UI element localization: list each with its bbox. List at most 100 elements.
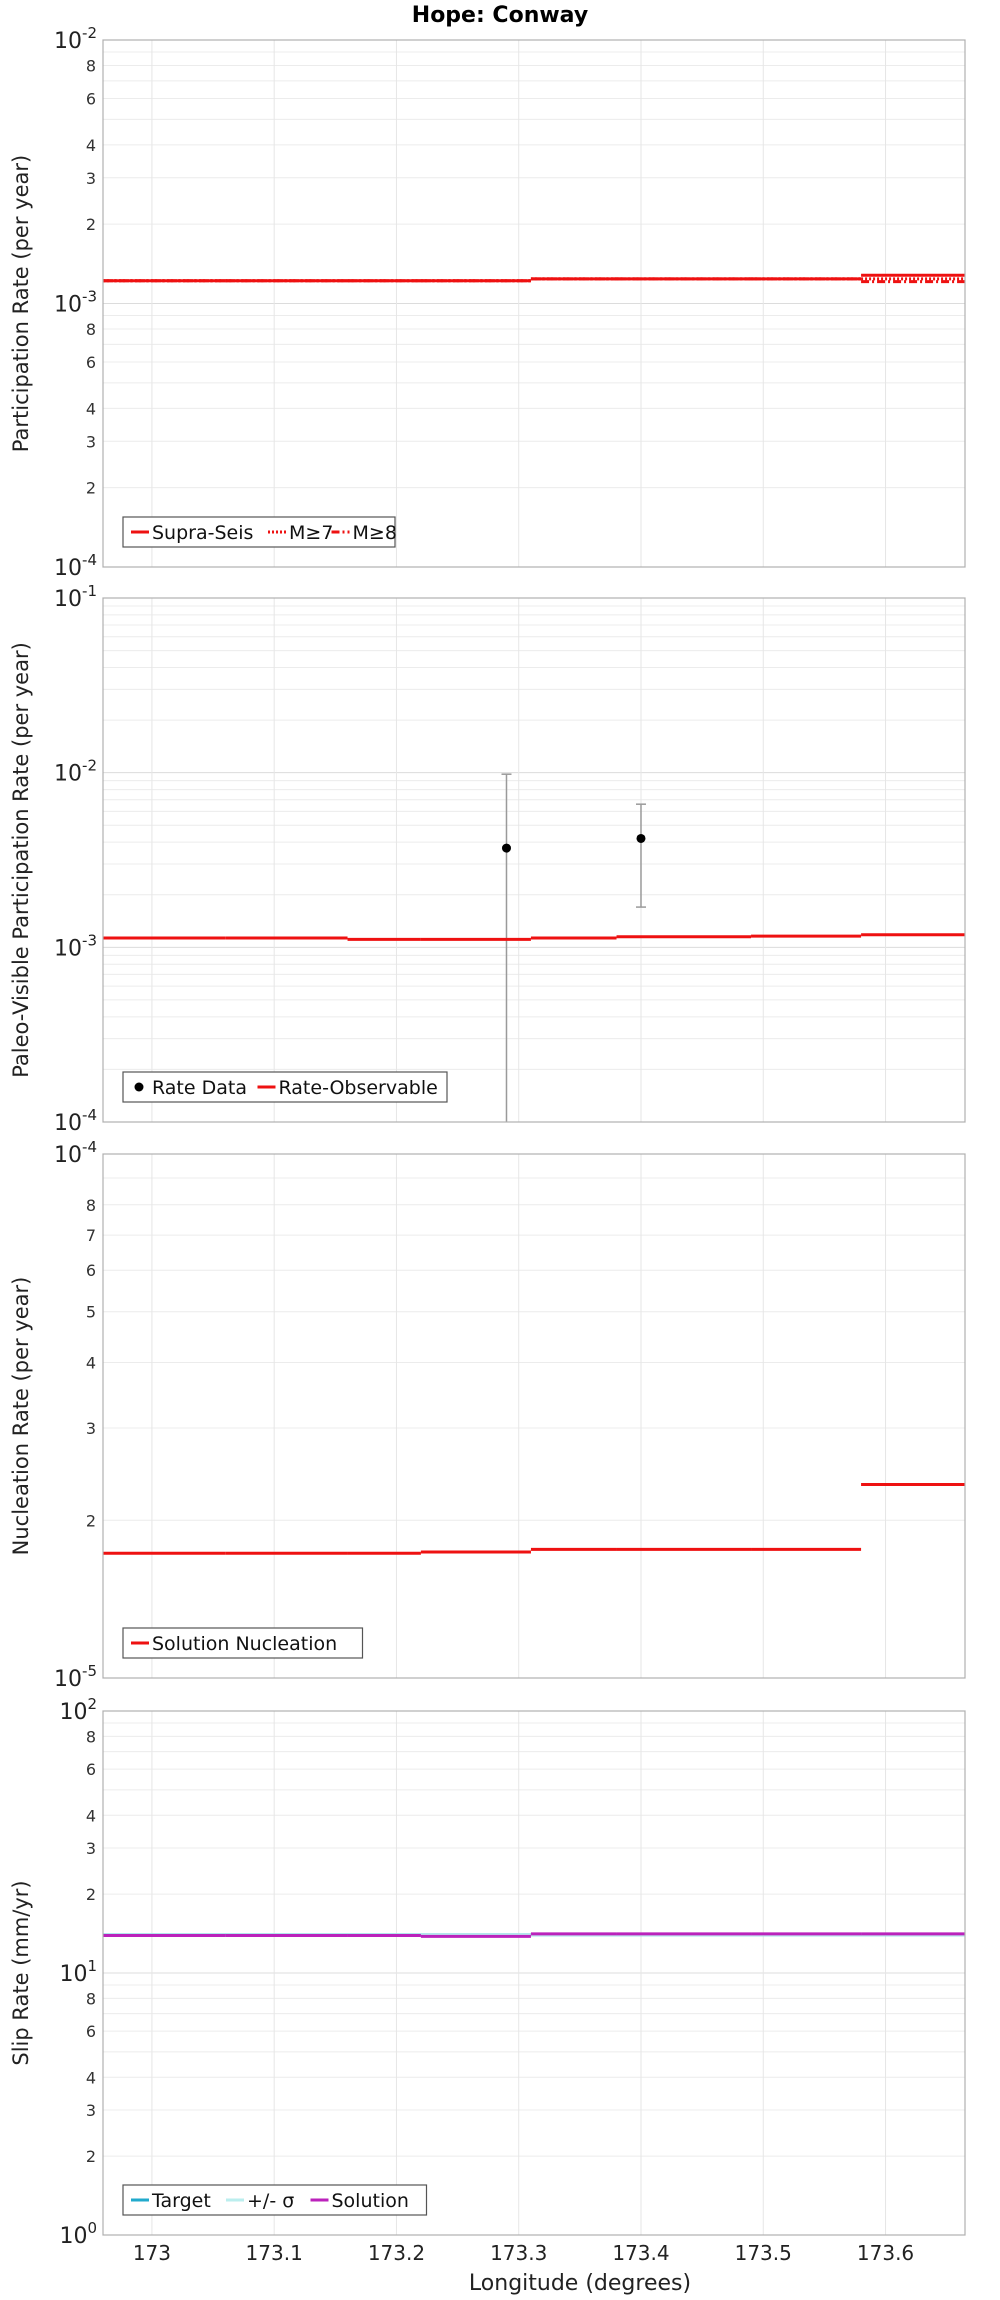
legend-label: Target bbox=[151, 2190, 211, 2212]
y-tick-label: 2 bbox=[86, 479, 96, 498]
legend: Rate Data Rate-Observable bbox=[122, 1071, 448, 1103]
y-tick-base: 10 bbox=[59, 1962, 87, 1987]
y-tick-base: 10 bbox=[54, 1111, 82, 1136]
legend-label: Rate Data bbox=[152, 1077, 247, 1099]
plot-frame bbox=[102, 1153, 966, 1679]
y-tick-label: 2 bbox=[86, 215, 96, 234]
y-tick-label: 6 bbox=[86, 353, 96, 372]
y-tick-base: 10 bbox=[59, 1700, 87, 1725]
y-tick-exponent: -2 bbox=[82, 24, 97, 42]
y-tick-base: 10 bbox=[54, 29, 82, 54]
y-tick-label: 10-4 bbox=[54, 551, 97, 581]
legend: Target +/- σ Solution bbox=[122, 2184, 428, 2216]
plot-area bbox=[103, 1154, 965, 1678]
y-tick-exponent: -4 bbox=[82, 1106, 97, 1124]
y-tick-exponent: -2 bbox=[82, 757, 97, 775]
y-tick-exponent: -4 bbox=[82, 1138, 97, 1156]
y-tick-label: 10-5 bbox=[54, 1662, 97, 1692]
x-tick-label: 173 bbox=[133, 2241, 171, 2265]
y-tick-label: 2 bbox=[86, 1511, 96, 1530]
y-tick-label: 6 bbox=[86, 89, 96, 108]
y-tick-base: 10 bbox=[54, 1667, 82, 1692]
y-tick-base: 10 bbox=[54, 587, 82, 612]
legend-box bbox=[122, 2184, 428, 2216]
legend-label: Supra-Seis bbox=[152, 522, 253, 544]
rate-data-point bbox=[636, 833, 646, 843]
y-tick-label: 10-3 bbox=[54, 931, 97, 961]
y-tick-label: 4 bbox=[86, 1806, 96, 1825]
legend-label: Rate-Observable bbox=[279, 1077, 438, 1099]
y-tick-label: 8 bbox=[86, 57, 96, 76]
y-tick-label: 8 bbox=[86, 1727, 96, 1746]
y-tick-label: 4 bbox=[86, 2068, 96, 2087]
y-axis-label: Nucleation Rate (per year) bbox=[9, 1277, 33, 1556]
y-tick-exponent: 2 bbox=[87, 1695, 97, 1713]
y-tick-label: 6 bbox=[86, 1760, 96, 1779]
y-tick-label: 10-4 bbox=[54, 1138, 97, 1168]
y-tick-label: 3 bbox=[86, 1839, 96, 1858]
y-tick-base: 10 bbox=[54, 1143, 82, 1168]
y-tick-label: 8 bbox=[86, 1989, 96, 2008]
y-tick-base: 10 bbox=[54, 762, 82, 787]
legend: Solution Nucleation bbox=[122, 1627, 364, 1659]
y-tick-exponent: 0 bbox=[87, 2219, 97, 2237]
y-tick-label: 6 bbox=[86, 1261, 96, 1280]
x-tick-label: 173.4 bbox=[612, 2241, 669, 2265]
y-axis-label: Paleo-Visible Participation Rate (per ye… bbox=[9, 642, 33, 1078]
y-tick-label: 3 bbox=[86, 2101, 96, 2120]
y-tick-label: 10-4 bbox=[54, 1106, 97, 1136]
plot-frame bbox=[102, 39, 966, 568]
x-axis-label: Longitude (degrees) bbox=[469, 2271, 691, 2296]
y-tick-label: 5 bbox=[86, 1303, 96, 1322]
legend-box bbox=[122, 516, 396, 548]
legend-box bbox=[122, 1627, 364, 1659]
rate-data-point bbox=[501, 843, 511, 853]
y-tick-label: 8 bbox=[86, 1196, 96, 1215]
x-tick-label: 173.5 bbox=[735, 2241, 792, 2265]
y-tick-exponent: -3 bbox=[82, 288, 97, 306]
y-tick-label: 3 bbox=[86, 169, 96, 188]
y-tick-label: 3 bbox=[86, 1419, 96, 1438]
legend: Supra-Seis M≥7 M≥8 bbox=[122, 516, 397, 548]
y-tick-label: 10-2 bbox=[54, 757, 97, 787]
y-tick-label: 2 bbox=[86, 1885, 96, 1904]
y-tick-label: 102 bbox=[59, 1695, 97, 1725]
figure-title: Hope: Conway bbox=[412, 3, 588, 28]
x-tick-label: 173.1 bbox=[246, 2241, 303, 2265]
x-tick-label: 173.3 bbox=[490, 2241, 547, 2265]
legend-label: +/- σ bbox=[247, 2190, 294, 2212]
y-tick-exponent: -3 bbox=[82, 931, 97, 949]
y-tick-label: 10-3 bbox=[54, 288, 97, 318]
legend-box bbox=[122, 1071, 448, 1103]
y-axis-label: Slip Rate (mm/yr) bbox=[9, 1880, 33, 2065]
legend-label: M≥8 bbox=[353, 522, 397, 544]
y-tick-label: 6 bbox=[86, 2022, 96, 2041]
y-tick-exponent: -1 bbox=[82, 582, 97, 600]
y-tick-label: 10-1 bbox=[54, 582, 97, 612]
y-tick-label: 7 bbox=[86, 1226, 96, 1245]
x-tick-label: 173.6 bbox=[857, 2241, 914, 2265]
y-tick-label: 2 bbox=[86, 2147, 96, 2166]
plot-area bbox=[103, 598, 965, 1122]
legend-label: Solution bbox=[332, 2190, 409, 2212]
legend-marker bbox=[134, 1082, 144, 1092]
legend-label: M≥7 bbox=[289, 522, 333, 544]
y-tick-base: 10 bbox=[59, 2224, 87, 2249]
plot-frame bbox=[102, 597, 966, 1123]
y-tick-label: 10-2 bbox=[54, 24, 97, 54]
y-tick-label: 100 bbox=[59, 2219, 97, 2249]
y-axis-label: Participation Rate (per year) bbox=[9, 155, 33, 452]
y-tick-base: 10 bbox=[54, 936, 82, 961]
plot-frame bbox=[102, 1710, 966, 2236]
y-tick-label: 101 bbox=[59, 1957, 97, 1987]
y-tick-label: 8 bbox=[86, 320, 96, 339]
y-tick-exponent: 1 bbox=[87, 1957, 97, 1975]
y-tick-label: 3 bbox=[86, 432, 96, 451]
y-tick-base: 10 bbox=[54, 556, 82, 581]
y-tick-label: 4 bbox=[86, 136, 96, 155]
